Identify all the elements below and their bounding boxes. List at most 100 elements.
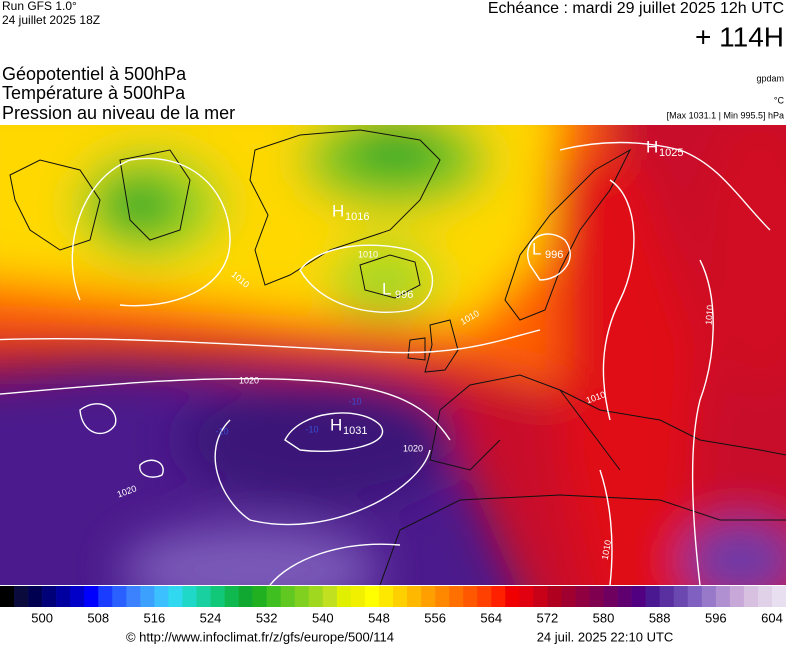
isobar-label: 1010 bbox=[704, 305, 716, 326]
colorbar-tick-label: 564 bbox=[480, 610, 502, 625]
colorbar-swatch bbox=[0, 586, 15, 607]
pressure-value: 1016 bbox=[345, 211, 369, 223]
unit-label: °C bbox=[774, 95, 785, 105]
colorbar-swatch bbox=[617, 586, 632, 607]
colorbar-swatch bbox=[603, 586, 618, 607]
colorbar-tick-label: 516 bbox=[144, 610, 166, 625]
colorbar-swatch bbox=[547, 586, 562, 607]
unit-label: [Max 1031.1 | Min 995.5] hPa bbox=[667, 110, 784, 120]
colorbar-swatch bbox=[519, 586, 534, 607]
colorbar-swatch bbox=[168, 586, 183, 607]
colorbar-swatch bbox=[28, 586, 43, 607]
colorbar-tick-label: 604 bbox=[761, 610, 783, 625]
source-url: © http://www.infoclimat.fr/z/gfs/europe/… bbox=[126, 629, 394, 644]
colorbar-swatch bbox=[393, 586, 408, 607]
colorbar-swatch bbox=[56, 586, 71, 607]
pressure-symbol: H bbox=[330, 415, 342, 434]
colorbar-swatch bbox=[673, 586, 689, 607]
run-label: Run GFS 1.0° bbox=[2, 0, 77, 13]
colorbar-swatch bbox=[645, 586, 660, 607]
isotherm-label: -10 bbox=[305, 424, 318, 434]
colorbar-swatch bbox=[757, 586, 773, 607]
colorbar-swatch bbox=[126, 586, 141, 607]
pressure-value: 996 bbox=[395, 289, 413, 301]
colorbar-swatch bbox=[238, 586, 253, 607]
colorbar-swatch bbox=[715, 586, 731, 607]
colorbar-swatch bbox=[224, 586, 239, 607]
pressure-symbol: L bbox=[382, 279, 391, 298]
pressure-symbol: H bbox=[332, 201, 344, 220]
isobars bbox=[0, 141, 771, 585]
colorbar-swatch bbox=[491, 586, 506, 607]
colorbar-tick-label: 500 bbox=[31, 610, 53, 625]
colorbar-swatch bbox=[589, 586, 604, 607]
colorbar-swatch bbox=[84, 586, 99, 607]
colorbar-swatch bbox=[477, 586, 492, 607]
colorbar-swatch bbox=[378, 586, 394, 607]
colorbar-swatch bbox=[196, 586, 211, 607]
isobar-label: 1010 bbox=[600, 539, 613, 560]
colorbar-swatch bbox=[533, 586, 548, 607]
isotherm-label: -10 bbox=[348, 396, 361, 406]
pressure-symbol: H bbox=[646, 137, 658, 156]
colorbar-tick-label: 548 bbox=[368, 610, 390, 625]
colorbar-tick-label: 532 bbox=[256, 610, 278, 625]
colorbar-swatch bbox=[631, 586, 646, 607]
field-title: Pression au niveau de la mer bbox=[2, 103, 235, 123]
colorbar-tick-label: 540 bbox=[312, 610, 334, 625]
colorbar-swatch bbox=[364, 586, 380, 607]
lead-time: + 114H bbox=[695, 21, 784, 52]
colorbar-tick-label: 596 bbox=[705, 610, 727, 625]
colorbar-swatch bbox=[463, 586, 478, 607]
colorbar-swatch bbox=[336, 586, 352, 607]
coastlines bbox=[9, 129, 786, 585]
forecast-time: Echéance : mardi 29 juillet 2025 12h UTC bbox=[488, 0, 784, 17]
colorbar-swatch bbox=[407, 586, 422, 607]
colorbar-swatch bbox=[182, 586, 197, 607]
colorbar-swatch bbox=[421, 586, 436, 607]
colorbar-swatch bbox=[729, 586, 745, 607]
colorbar-tick-label: 508 bbox=[87, 610, 109, 625]
colorbar-swatch bbox=[280, 586, 296, 607]
colorbar-swatch bbox=[14, 586, 29, 607]
colorbar-swatch bbox=[743, 586, 759, 607]
colorbar-tick-label: 580 bbox=[593, 610, 615, 625]
colorbar-swatch bbox=[322, 586, 338, 607]
colorbar-swatch bbox=[308, 586, 324, 607]
colorbar-swatch bbox=[687, 586, 703, 607]
field-title: Température à 500hPa bbox=[2, 83, 186, 103]
colorbar-tick-label: 556 bbox=[424, 610, 446, 625]
colorbar-swatch bbox=[771, 586, 786, 607]
colorbar-tick-label: 524 bbox=[200, 610, 222, 625]
colorbar-swatch bbox=[350, 586, 366, 607]
colorbar-swatch bbox=[449, 586, 464, 607]
colorbar-swatch bbox=[140, 586, 155, 607]
colorbar-swatch bbox=[154, 586, 169, 607]
colorbar-swatch bbox=[252, 586, 267, 607]
colorbar: 500 508 516 524 532 540 548 556 564 572 580 588 596 6… bbox=[0, 586, 786, 625]
isotherm-label: -10 bbox=[215, 426, 228, 436]
colorbar-swatch bbox=[575, 586, 590, 607]
pressure-value: 1025 bbox=[659, 147, 683, 159]
unit-label: gpdam bbox=[756, 73, 784, 83]
field-shading bbox=[0, 125, 786, 585]
colorbar-swatch bbox=[42, 586, 57, 607]
colorbar-swatch bbox=[561, 586, 576, 607]
colorbar-tick-label: 572 bbox=[537, 610, 559, 625]
pressure-value: 1031 bbox=[343, 425, 367, 437]
run-date: 24 juillet 2025 18Z bbox=[2, 13, 100, 27]
colorbar-swatch bbox=[435, 586, 450, 607]
pressure-symbol: L bbox=[532, 239, 541, 258]
timestamp: 24 juil. 2025 22:10 UTC bbox=[537, 629, 674, 644]
colorbar-swatch bbox=[266, 586, 282, 607]
isobar-label: 1010 bbox=[358, 249, 378, 259]
colorbar-swatch bbox=[98, 586, 113, 607]
pressure-value: 996 bbox=[545, 249, 563, 261]
colorbar-swatch bbox=[294, 586, 310, 607]
colorbar-swatch bbox=[659, 586, 675, 607]
colorbar-swatch bbox=[112, 586, 127, 607]
field-title: Géopotentiel à 500hPa bbox=[2, 64, 187, 84]
colorbar-swatch bbox=[210, 586, 225, 607]
